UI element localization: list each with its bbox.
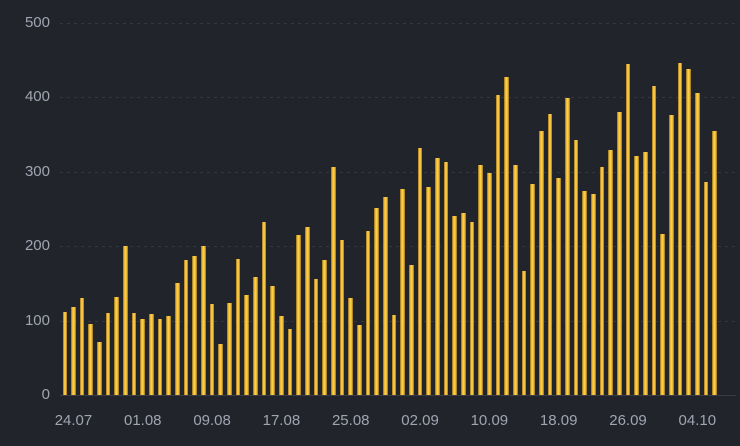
bar-7[interactable] (123, 246, 128, 396)
bar-22[interactable] (253, 276, 258, 396)
bar-72[interactable] (686, 68, 691, 396)
bar-23[interactable] (261, 222, 267, 396)
bar-24[interactable] (270, 285, 276, 396)
bar-4[interactable] (97, 341, 102, 396)
bar-57[interactable] (556, 178, 561, 396)
bar-63[interactable] (608, 150, 613, 396)
bar-55[interactable] (539, 130, 544, 396)
bar-28[interactable] (305, 226, 310, 396)
y-tick-label-400: 400 (24, 88, 50, 106)
bar-30[interactable] (322, 260, 328, 396)
bar-59[interactable] (573, 140, 579, 396)
x-tick-label-02.09: 02.09 (401, 412, 439, 429)
bar-14[interactable] (183, 259, 189, 396)
bar-13[interactable] (175, 282, 180, 396)
bar-12[interactable] (166, 315, 172, 396)
bar-70[interactable] (669, 115, 674, 396)
bar-39[interactable] (400, 188, 406, 396)
bar-8[interactable] (131, 313, 137, 396)
gridline-100 (60, 320, 736, 322)
bar-21[interactable] (244, 295, 250, 396)
bar-9[interactable] (140, 319, 146, 396)
x-tick-label-10.09: 10.09 (470, 412, 509, 429)
x-tick-label-26.09: 26.09 (609, 412, 647, 429)
bar-18[interactable] (218, 343, 224, 396)
bar-65[interactable] (625, 63, 631, 396)
bar-17[interactable] (209, 304, 215, 396)
x-axis-line (60, 395, 736, 397)
bar-48[interactable] (478, 165, 483, 396)
x-tick-label-17.08: 17.08 (262, 412, 301, 429)
bar-33[interactable] (348, 298, 354, 396)
bar-64[interactable] (617, 112, 622, 396)
bar-16[interactable] (201, 246, 206, 396)
x-tick-label-09.08: 09.08 (193, 412, 231, 429)
bar-56[interactable] (547, 113, 553, 396)
bar-0[interactable] (62, 311, 68, 396)
gridline-500 (60, 22, 736, 24)
bar-67[interactable] (643, 151, 648, 396)
bar-49[interactable] (487, 173, 492, 396)
bar-44[interactable] (443, 162, 449, 396)
bar-40[interactable] (409, 264, 414, 396)
bar-58[interactable] (565, 97, 570, 396)
bar-75[interactable] (712, 130, 717, 396)
bar-38[interactable] (391, 314, 397, 396)
bar-60[interactable] (582, 191, 587, 396)
y-tick-label-200: 200 (24, 237, 50, 255)
bar-35[interactable] (365, 231, 371, 396)
bar-61[interactable] (591, 194, 596, 396)
x-tick-label-01.08: 01.08 (123, 412, 162, 429)
bar-2[interactable] (79, 297, 85, 396)
bar-20[interactable] (235, 258, 241, 396)
gridline-200 (60, 246, 736, 248)
x-tick-label-18.09: 18.09 (539, 412, 578, 429)
bar-6[interactable] (114, 296, 120, 396)
bar-41[interactable] (417, 147, 423, 396)
bar-19[interactable] (227, 302, 232, 396)
gridline-400 (60, 97, 736, 99)
x-tick-label-04.10: 04.10 (678, 412, 717, 429)
bar-3[interactable] (88, 323, 94, 396)
bar-73[interactable] (695, 92, 700, 396)
bar-71[interactable] (677, 62, 683, 396)
bar-54[interactable] (530, 183, 535, 396)
bar-42[interactable] (426, 187, 432, 396)
bar-50[interactable] (495, 94, 501, 396)
bar-46[interactable] (461, 213, 466, 396)
bar-36[interactable] (374, 208, 380, 396)
y-tick-label-0: 0 (41, 386, 50, 404)
bar-1[interactable] (71, 306, 76, 396)
bar-68[interactable] (651, 86, 657, 396)
bar-26[interactable] (287, 328, 293, 396)
bar-66[interactable] (634, 156, 639, 396)
gridline-300 (60, 171, 736, 173)
bar-37[interactable] (383, 197, 388, 396)
bar-52[interactable] (513, 165, 518, 396)
bar-25[interactable] (279, 316, 284, 396)
x-tick-label-24.07: 24.07 (54, 412, 93, 429)
bar-29[interactable] (313, 279, 319, 396)
bar-32[interactable] (339, 240, 345, 396)
bar-51[interactable] (504, 77, 509, 396)
bar-47[interactable] (469, 221, 475, 396)
bar-5[interactable] (105, 312, 111, 396)
bar-62[interactable] (599, 167, 605, 396)
bar-27[interactable] (296, 235, 302, 396)
bar-53[interactable] (521, 270, 527, 396)
bar-43[interactable] (435, 158, 440, 396)
bar-69[interactable] (660, 233, 665, 396)
y-tick-label-500: 500 (24, 13, 50, 31)
x-tick-label-25.08: 25.08 (331, 412, 370, 429)
y-tick-label-300: 300 (24, 162, 50, 180)
bar-34[interactable] (357, 324, 362, 396)
y-tick-label-100: 100 (24, 311, 50, 329)
bar-74[interactable] (703, 182, 709, 396)
bar-45[interactable] (452, 216, 457, 396)
bar-11[interactable] (157, 319, 163, 396)
bar-15[interactable] (192, 255, 198, 396)
bar-10[interactable] (149, 314, 154, 396)
bar-31[interactable] (331, 166, 336, 396)
